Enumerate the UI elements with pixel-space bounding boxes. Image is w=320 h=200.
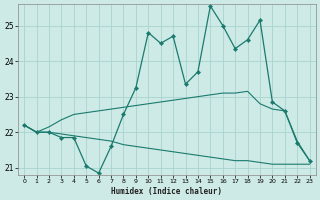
X-axis label: Humidex (Indice chaleur): Humidex (Indice chaleur) — [111, 187, 222, 196]
